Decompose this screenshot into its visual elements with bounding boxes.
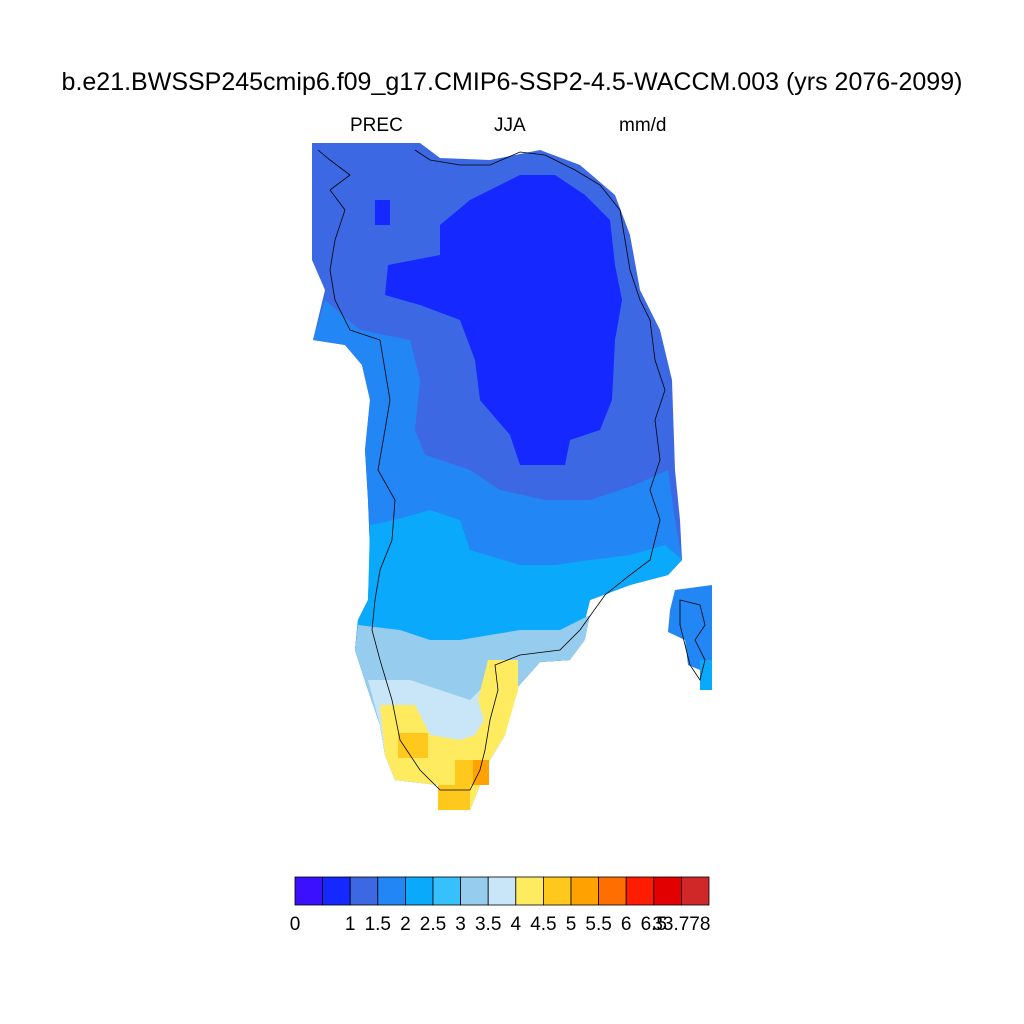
colorbar-box [322, 876, 351, 906]
field-core-outer [385, 175, 622, 465]
coastline [317, 149, 706, 791]
colorbar-box [681, 876, 710, 906]
colorbar-label: 6 [621, 914, 632, 935]
field-northwest [312, 143, 420, 270]
colorbar-label: 2 [400, 914, 411, 935]
colorbar-label: 6.5 [641, 914, 667, 935]
colorbar-box [404, 876, 434, 906]
colorbar-label: 1 [345, 914, 356, 935]
variable-label: PREC [350, 115, 403, 136]
colorbar-label: 0 [290, 914, 301, 935]
colorbar-label: 3.5 [475, 914, 501, 935]
colorbar-box [653, 876, 682, 906]
field-gold-1 [398, 733, 428, 758]
colorbar-label: 33.778 [652, 914, 710, 935]
field-gold-2 [438, 785, 470, 810]
coastline-main [317, 149, 666, 791]
colorbar-label: 4.5 [530, 914, 556, 935]
colorbar-labels: 0 1 1.5 2 2.5 3 3.5 4 4.5 5 5.5 6 6.533.778 [290, 914, 711, 935]
page-title: b.e21.BWSSP245cmip6.f09_g17.CMIP6-SSP2-4… [61, 68, 963, 96]
colorbar-box [598, 876, 627, 906]
colorbar-label: 2.5 [420, 914, 446, 935]
colorbar-box [543, 876, 572, 906]
field-orange [473, 760, 489, 785]
colorbar-box [570, 876, 600, 906]
field-yellow-east [478, 660, 518, 740]
colorbar-box [432, 876, 462, 906]
colorbar-label: 1.5 [365, 914, 391, 935]
colorbar-box [460, 876, 489, 906]
season-label: JJA [494, 115, 526, 136]
colorbar-box [349, 876, 379, 906]
colorbar-box [294, 876, 324, 906]
colorbar-boxes [294, 876, 710, 906]
colorbar-box [515, 876, 544, 906]
colorbar-box [625, 876, 655, 906]
units-label: mm/d [619, 115, 667, 136]
colorbar-label: 5 [566, 914, 577, 935]
colorbar-label: 4 [511, 914, 522, 935]
coastline-island [679, 599, 706, 681]
colorbar-label: 5.5 [585, 914, 611, 935]
field-northwest-core [375, 200, 390, 225]
field-gold-3 [455, 760, 473, 785]
colorbar-label: 3 [455, 914, 466, 935]
colorbar-box [487, 876, 517, 906]
colorbar-box [377, 876, 406, 906]
